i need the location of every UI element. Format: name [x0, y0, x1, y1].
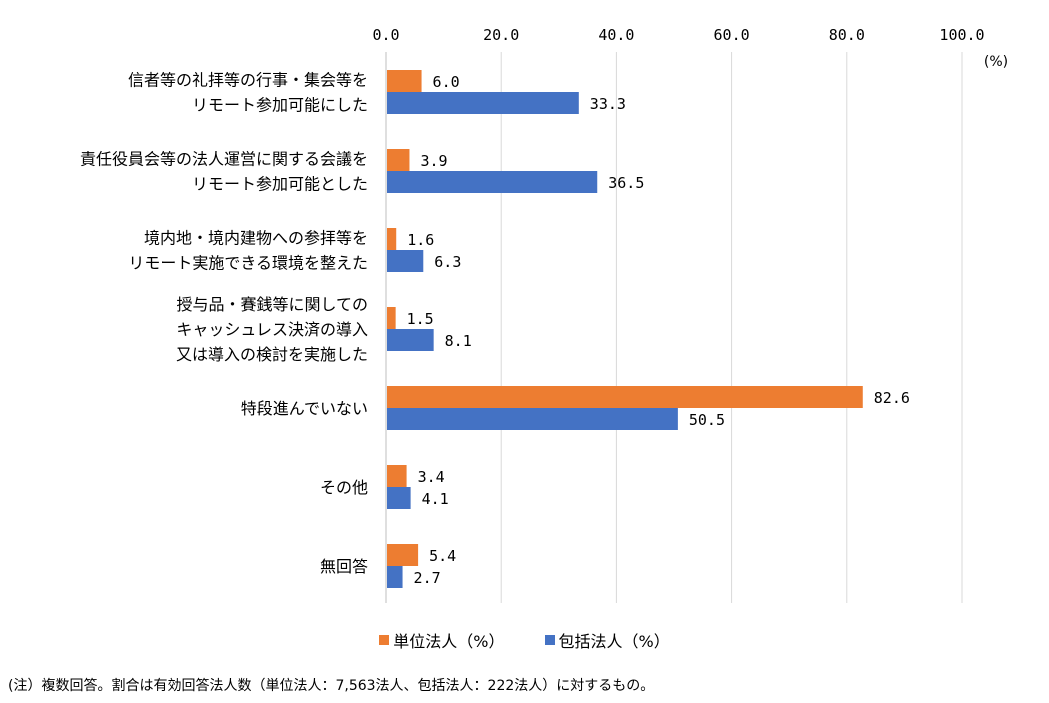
bar-single — [387, 465, 407, 487]
unit-label: (%) — [984, 54, 1008, 70]
legend-swatch-umbrella — [544, 635, 555, 645]
category-label: リモート参加可能とした — [192, 175, 368, 194]
bar-umbrella — [387, 566, 403, 588]
bar-umbrella — [387, 92, 579, 114]
data-label-umbrella: 36.5 — [608, 174, 644, 192]
data-label-single: 1.5 — [407, 310, 434, 328]
bar-umbrella — [387, 408, 678, 430]
legend-label-single: 単位法人（%） — [393, 632, 505, 651]
category-label: キャッシュレス決済の導入 — [176, 320, 368, 339]
category-label: 特段進んでいない — [241, 399, 368, 418]
data-label-single: 1.6 — [407, 231, 434, 249]
data-label-single: 5.4 — [429, 547, 456, 565]
data-label-umbrella: 4.1 — [422, 490, 449, 508]
category-label: リモート参加可能にした — [192, 96, 368, 115]
legend-swatch-single — [379, 635, 390, 645]
bar-single — [387, 544, 419, 566]
data-label-umbrella: 50.5 — [689, 411, 725, 429]
category-label: 信者等の礼拝等の行事・集会等を — [128, 71, 368, 90]
bar-single — [387, 149, 410, 171]
bar-chart: 0.0 20.0 40.0 60.0 80.0 100.0(%) 信者等の礼拝等の行事・集会… — [80, 26, 1008, 603]
category-label: 無回答 — [320, 557, 368, 576]
x-tick-label: 100.0 — [939, 26, 984, 44]
data-label-umbrella: 6.3 — [434, 253, 461, 271]
legend-item-umbrella: 包括法人（%） — [544, 628, 670, 652]
bar-single — [387, 307, 396, 329]
data-label-single: 3.9 — [420, 152, 447, 170]
x-tick-label: 40.0 — [598, 26, 634, 44]
legend: 単位法人（%） 包括法人（%） — [0, 628, 1049, 652]
category-label: 又は導入の検討を実施した — [176, 345, 368, 364]
bar-single — [387, 70, 422, 92]
category-label: 責任役員会等の法人運営に関する会議を — [80, 150, 368, 169]
data-label-umbrella: 8.1 — [445, 332, 472, 350]
bar-umbrella — [387, 329, 434, 351]
category-label: 境内地・境内建物への参拝等を — [144, 229, 368, 248]
data-label-umbrella: 2.7 — [414, 569, 441, 587]
x-tick-label: 60.0 — [714, 26, 750, 44]
bar-single — [387, 386, 863, 408]
bar-umbrella — [387, 487, 411, 509]
data-label-single: 82.6 — [874, 389, 910, 407]
legend-item-single: 単位法人（%） — [379, 628, 505, 652]
bar-umbrella — [387, 171, 598, 193]
x-tick-label: 0.0 — [372, 26, 399, 44]
footnote: (注）複数回答。割合は有効回答法人数（単位法人：7,563法人、包括法人：222… — [8, 678, 655, 694]
data-label-single: 3.4 — [418, 468, 445, 486]
category-label: リモート実施できる環境を整えた — [128, 254, 368, 273]
bar-single — [387, 228, 397, 250]
x-tick-label: 80.0 — [829, 26, 865, 44]
data-label-single: 6.0 — [433, 73, 460, 91]
x-tick-label: 20.0 — [483, 26, 519, 44]
legend-label-umbrella: 包括法人（%） — [558, 632, 670, 651]
data-label-umbrella: 33.3 — [590, 95, 626, 113]
bar-umbrella — [387, 250, 424, 272]
category-label: その他 — [320, 478, 368, 497]
category-label: 授与品・賽銭等に関しての — [176, 295, 368, 314]
